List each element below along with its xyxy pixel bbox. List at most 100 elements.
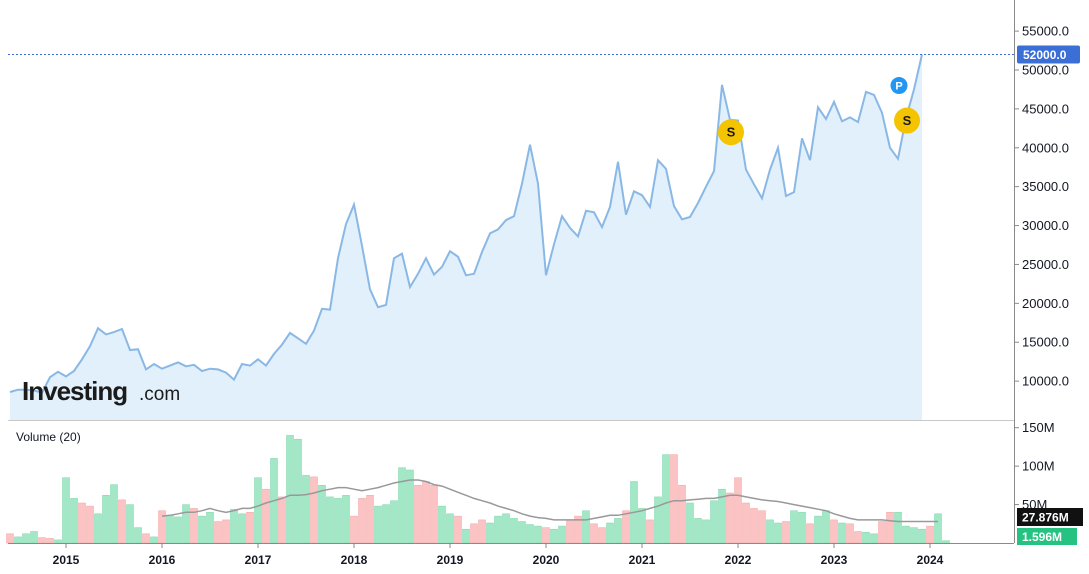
volume-last-tag-text: 1.596M xyxy=(1022,530,1062,544)
volume-ma-line xyxy=(161,479,938,523)
volume-bar xyxy=(838,522,846,544)
volume-bar xyxy=(454,515,462,544)
volume-bar xyxy=(886,512,894,544)
volume-bar xyxy=(46,538,54,544)
volume-bar xyxy=(62,477,70,544)
volume-bar xyxy=(254,477,262,544)
volume-bar xyxy=(862,531,870,544)
volume-bar xyxy=(478,519,486,544)
volume-bar xyxy=(318,485,326,544)
volume-bar xyxy=(238,513,246,544)
volume-bar xyxy=(654,496,662,544)
volume-bar xyxy=(262,488,270,544)
volume-bar xyxy=(302,475,310,544)
price-y-tick-label: 10000.0 xyxy=(1022,374,1069,389)
volume-bar xyxy=(374,505,382,544)
price-y-tick-label: 15000.0 xyxy=(1022,335,1069,350)
volume-panel[interactable]: Volume (20) xyxy=(6,430,950,544)
volume-y-tick-label: 100M xyxy=(1022,459,1055,474)
volume-bar xyxy=(94,513,102,544)
price-y-tick-label: 20000.0 xyxy=(1022,296,1069,311)
volume-bar xyxy=(678,485,686,544)
time-x-axis[interactable]: 2015 2016 2017 2018 2019 2020 2021 2022 2023 2024 xyxy=(53,543,944,567)
price-y-axis[interactable]: 55000.0 50000.0 45000.0 40000.0 35000.0 30000… xyxy=(1014,24,1069,389)
volume-bar xyxy=(542,527,550,544)
volume-bar xyxy=(342,495,350,544)
volume-bar xyxy=(326,496,334,544)
volume-bar xyxy=(726,492,734,544)
volume-bar xyxy=(294,438,302,544)
x-tick-label: 2019 xyxy=(437,553,464,567)
volume-bar xyxy=(806,523,814,544)
volume-bar xyxy=(102,495,110,544)
event-marker[interactable] xyxy=(718,119,744,146)
price-y-tick-label: 40000.0 xyxy=(1022,140,1069,155)
x-tick-label: 2023 xyxy=(821,553,848,567)
volume-bar xyxy=(510,518,518,544)
volume-bar xyxy=(174,516,182,544)
volume-bar xyxy=(14,536,22,544)
volume-bar xyxy=(382,504,390,544)
volume-bar xyxy=(54,539,62,544)
volume-bar xyxy=(846,523,854,544)
volume-bar xyxy=(6,533,14,544)
volume-bar xyxy=(470,523,478,544)
volume-bar xyxy=(942,540,950,544)
volume-bar xyxy=(798,512,806,544)
event-marker-label: P xyxy=(895,81,902,93)
volume-bar xyxy=(150,536,158,544)
x-tick-label: 2022 xyxy=(725,553,752,567)
volume-bar xyxy=(502,513,510,544)
volume-bars xyxy=(6,435,950,544)
volume-bar xyxy=(870,533,878,544)
brand-logo-text: Investing xyxy=(22,376,127,406)
volume-bar xyxy=(486,522,494,544)
volume-bar xyxy=(38,537,46,544)
volume-bar xyxy=(790,510,798,544)
volume-bar xyxy=(566,519,574,544)
last-price-tag-bg xyxy=(1017,45,1080,64)
volume-bar xyxy=(134,527,142,544)
volume-bar xyxy=(902,525,910,544)
volume-bar xyxy=(526,524,534,544)
volume-bar xyxy=(358,498,366,544)
event-marker[interactable] xyxy=(890,77,908,95)
event-marker[interactable] xyxy=(894,107,920,134)
volume-bar xyxy=(918,528,926,544)
price-panel[interactable]: S P S Investing .com xyxy=(8,53,1014,421)
volume-bar xyxy=(126,504,134,544)
volume-indicator-label: Volume (20) xyxy=(16,430,81,444)
volume-bar xyxy=(598,527,606,544)
volume-bar xyxy=(214,521,222,544)
volume-bar xyxy=(78,502,86,544)
volume-bar xyxy=(366,495,374,544)
volume-bar xyxy=(70,498,78,544)
x-tick-label: 2020 xyxy=(533,553,560,567)
volume-bar xyxy=(206,512,214,544)
volume-bar xyxy=(854,531,862,544)
volume-bar xyxy=(198,515,206,544)
volume-bar xyxy=(334,498,342,544)
volume-ma-tag: 27.876M xyxy=(1017,508,1083,526)
price-y-tick-label: 50000.0 xyxy=(1022,63,1069,78)
volume-bar xyxy=(430,485,438,544)
volume-bar xyxy=(550,528,558,544)
volume-bar xyxy=(310,476,318,544)
volume-bar xyxy=(614,518,622,544)
x-tick-label: 2018 xyxy=(341,553,368,567)
volume-bar xyxy=(878,521,886,544)
volume-bar xyxy=(686,502,694,544)
volume-bar xyxy=(438,505,446,544)
volume-bar xyxy=(758,510,766,544)
price-line xyxy=(9,54,923,394)
volume-last-tag: 1.596M xyxy=(1017,528,1077,545)
volume-bar xyxy=(606,522,614,544)
volume-bar xyxy=(910,527,918,544)
volume-y-tick-label: 150M xyxy=(1022,420,1055,435)
price-y-tick-label: 55000.0 xyxy=(1022,24,1069,39)
volume-last-tag-bg xyxy=(1017,528,1077,545)
volume-bar xyxy=(710,500,718,544)
event-marker-label: S xyxy=(903,113,912,128)
